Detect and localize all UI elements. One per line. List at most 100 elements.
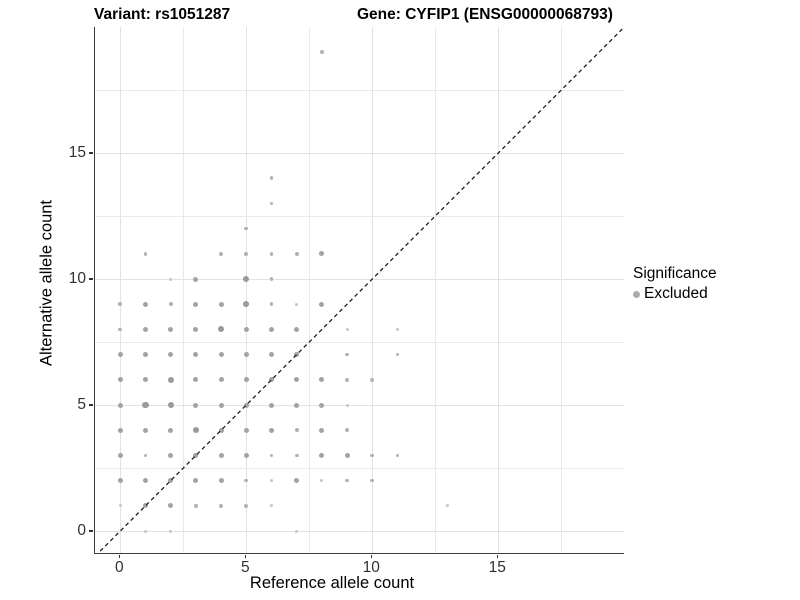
data-point — [243, 452, 249, 458]
data-point — [244, 226, 249, 231]
gene-title: Gene: CYFIP1 (ENSG00000068793) — [357, 6, 613, 23]
data-point — [244, 503, 249, 508]
x-axis-tick-label: 10 — [362, 559, 380, 576]
gridline-vertical — [371, 27, 373, 553]
data-point — [143, 352, 148, 358]
data-point — [269, 176, 274, 181]
x-axis-title: Reference allele count — [249, 574, 415, 592]
data-point — [269, 453, 274, 458]
gridline-horizontal — [95, 530, 624, 532]
data-point — [244, 251, 249, 256]
data-point — [218, 326, 225, 333]
data-point — [168, 326, 174, 332]
data-point — [142, 401, 149, 409]
data-point — [269, 427, 274, 433]
data-point — [295, 302, 299, 306]
y-axis-tick — [89, 278, 93, 280]
gridline-horizontal — [95, 404, 624, 406]
data-point — [168, 427, 174, 433]
data-point — [395, 453, 400, 458]
y-axis-tick-label: 0 — [77, 522, 86, 539]
data-point — [143, 503, 148, 509]
data-point — [218, 301, 224, 307]
x-axis-tick — [118, 554, 120, 558]
x-axis-tick — [496, 554, 498, 558]
data-point — [294, 402, 300, 408]
data-point — [370, 377, 375, 382]
y-axis-tick — [89, 404, 93, 406]
gridline-vertical — [308, 27, 310, 553]
gridline-vertical — [245, 27, 247, 553]
gridline-horizontal — [95, 89, 624, 91]
data-point — [345, 352, 349, 357]
gridline-horizontal — [95, 215, 624, 217]
data-point — [243, 427, 249, 433]
data-point — [193, 478, 199, 484]
identity-line-layer — [97, 27, 624, 553]
data-point — [117, 377, 123, 383]
data-point — [169, 277, 173, 281]
gridline-vertical — [119, 27, 121, 553]
data-point — [446, 504, 450, 508]
data-point — [294, 377, 300, 383]
data-point — [168, 478, 174, 484]
data-point — [118, 504, 122, 508]
x-axis-tick-label: 15 — [488, 559, 506, 576]
data-point — [218, 452, 224, 458]
data-point — [294, 428, 299, 433]
legend-item-label: Excluded — [644, 285, 708, 302]
data-point — [269, 326, 274, 332]
x-axis-tick — [244, 554, 246, 558]
data-point — [168, 503, 174, 509]
data-point — [218, 478, 224, 484]
data-point — [244, 478, 249, 483]
data-point — [270, 479, 273, 483]
gridline-horizontal — [95, 467, 624, 469]
data-point — [193, 402, 199, 408]
data-point — [243, 326, 249, 332]
x-axis-tick-label: 0 — [114, 559, 124, 576]
data-point — [294, 453, 299, 458]
data-point — [370, 478, 375, 483]
data-point — [319, 301, 325, 307]
data-point — [319, 377, 325, 383]
data-point — [143, 326, 148, 332]
legend-item-excluded: Excluded — [633, 285, 717, 303]
data-point — [294, 478, 300, 484]
x-axis-tick — [370, 554, 372, 558]
data-point — [294, 251, 299, 256]
data-point — [219, 251, 223, 256]
data-point — [168, 302, 173, 307]
data-point — [269, 201, 274, 206]
data-point — [143, 377, 148, 383]
data-point — [143, 251, 148, 256]
gridline-vertical — [182, 27, 184, 553]
data-point — [243, 352, 249, 358]
data-point — [118, 327, 123, 332]
legend-title: Significance — [633, 265, 717, 282]
data-point — [319, 452, 325, 458]
y-axis-tick-label: 5 — [77, 396, 86, 413]
data-point — [193, 301, 199, 307]
data-point — [319, 427, 325, 433]
data-point — [269, 277, 274, 281]
data-point — [345, 327, 349, 331]
legend-point-icon — [633, 290, 640, 298]
identity-dashed-line — [97, 27, 624, 553]
data-point — [294, 352, 300, 358]
data-point — [218, 427, 224, 433]
data-point — [193, 276, 199, 282]
data-point — [395, 352, 400, 357]
data-point — [218, 352, 224, 358]
data-point — [193, 377, 199, 383]
data-point — [117, 478, 123, 484]
data-point — [269, 302, 274, 307]
gridline-vertical — [497, 27, 499, 553]
data-point — [168, 352, 174, 358]
data-point — [219, 503, 223, 508]
data-point — [243, 301, 250, 308]
data-point — [194, 503, 198, 508]
gridline-vertical — [560, 27, 562, 553]
data-point — [117, 452, 123, 458]
y-axis-tick — [89, 152, 93, 154]
